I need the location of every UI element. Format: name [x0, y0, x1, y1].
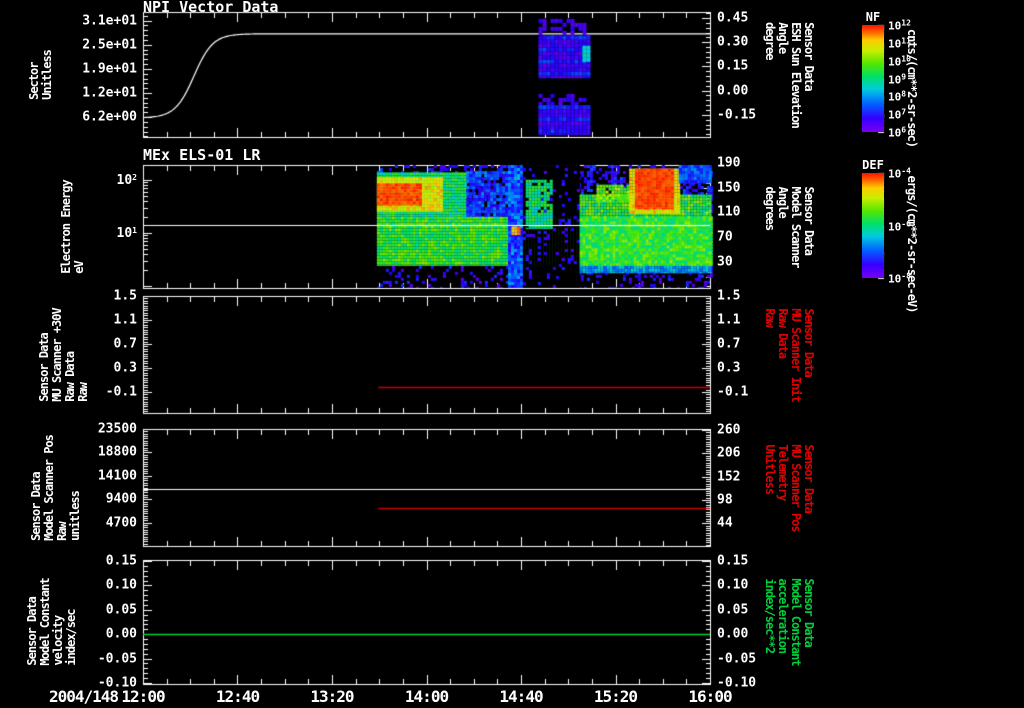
colorbar-tick-label: 109 [888, 72, 907, 86]
colorbar-units: ergs/(cm**2-sr-sec-eV) [905, 175, 919, 313]
y-tick-label: -0.05 [717, 651, 757, 667]
y-tick-label: 150 [717, 180, 741, 196]
y-tick-label: -0.1 [717, 384, 749, 400]
y-tick-label: 0.00 [717, 626, 749, 642]
y-tick-label: 0.15 [717, 553, 749, 569]
x-tick-label: 13:20 [310, 687, 354, 706]
y-tick-label: 0.10 [717, 577, 749, 593]
y-tick-label: 0.05 [717, 602, 749, 618]
y-tick-label: 0.00 [717, 83, 749, 99]
colorbar-tick-label: 10-6 [888, 219, 911, 233]
y-tick-label: 0.30 [717, 34, 749, 50]
y-axis-title-right: Sensor Data ESH Sun Elevation Angle degr… [763, 21, 816, 128]
y-tick-label: 206 [717, 445, 741, 461]
panel-els-title: MEx ELS-01 LR [143, 146, 261, 164]
y-tick-label: 1.1 [717, 312, 741, 328]
y-tick-label: 4700 [105, 515, 137, 531]
nf-colorbar-title: NF [865, 10, 881, 24]
colorbar-tick-label: 10-4 [888, 166, 911, 181]
y-tick-label: 23500 [97, 421, 137, 437]
panel-npi-title: NPI Vector Data [143, 0, 279, 16]
x-tick-label: 14:00 [404, 687, 449, 706]
y-tick-label: 44 [717, 515, 733, 531]
x-tick-label: 12:40 [215, 687, 260, 706]
y-tick-label: 6.2e+00 [82, 109, 137, 125]
colorbar-tick-label: 10-8 [888, 271, 911, 286]
y-tick-label: 98 [717, 492, 733, 508]
y-tick-label: 1.9e+01 [82, 61, 137, 77]
y-tick-label: 0.15 [105, 553, 137, 569]
y-tick-label: 190 [717, 155, 741, 171]
y-tick-label: 2.5e+01 [82, 37, 137, 53]
colorbar-tick-label: 1011 [888, 36, 911, 51]
x-tick-label: 2004/148 [48, 687, 119, 706]
y-tick-label: 260 [717, 422, 741, 438]
def-colorbar [862, 173, 884, 278]
y-tick-label: 110 [717, 204, 741, 220]
y-tick-label: 0.7 [717, 336, 741, 352]
y-tick-label: 18800 [97, 444, 137, 460]
y-tick-label: -0.10 [97, 675, 137, 691]
x-tick-label: 12:00 [121, 687, 165, 706]
x-tick-label: 14:40 [499, 687, 543, 706]
y-tick-label: 1.1 [113, 312, 137, 328]
y-axis-title-right: Sensor Data Model Constant acceleration … [763, 578, 816, 666]
colorbar-tick-label: 108 [888, 90, 907, 104]
colorbar-tick-label: 1012 [888, 18, 911, 33]
y-tick-label: 0.05 [105, 602, 137, 618]
y-tick-label: 0.3 [113, 360, 137, 376]
y-tick-label: 152 [717, 469, 741, 485]
y-tick-label: 101 [116, 225, 137, 242]
y-axis-title-right: Sensor Data MU Scanner Init Raw Data Raw [763, 307, 816, 402]
y-tick-label: 1.5 [717, 288, 741, 304]
y-axis-title-left: Sensor Data MU Scanner +30V Raw Data Raw [37, 307, 90, 402]
y-tick-label: 70 [717, 229, 733, 245]
y-axis-title-right: Sensor Data Model Scanner Angle degrees [763, 186, 816, 267]
nf-colorbar [862, 25, 884, 132]
colorbar-tick-label: 1010 [888, 54, 911, 68]
y-tick-label: 14100 [97, 468, 137, 484]
colorbar-tick-label: 107 [888, 107, 907, 122]
y-tick-label: 1.2e+01 [82, 85, 137, 101]
y-tick-label: 102 [116, 172, 137, 188]
y-tick-label: 0.3 [717, 360, 741, 376]
y-axis-title-right: Sensor Data MU Scanner Pos Telemetry Uni… [763, 443, 816, 532]
y-tick-label: 0.45 [717, 10, 749, 26]
colorbar-tick-label: 106 [888, 125, 907, 140]
y-tick-label: 0.15 [717, 58, 749, 74]
y-tick-label: -0.15 [717, 107, 757, 123]
y-tick-label: -0.05 [97, 651, 137, 667]
y-axis-title-left: Electron Energy eV [59, 179, 86, 274]
y-axis-title-left: Sensor Data Model Scanner Pos Raw unitle… [29, 434, 82, 541]
x-tick-label: 15:20 [593, 687, 638, 706]
x-tick-label: 16:00 [688, 687, 732, 706]
y-tick-label: -0.1 [105, 384, 137, 400]
y-tick-label: -0.10 [717, 675, 757, 691]
y-tick-label: 9400 [105, 491, 137, 507]
colorbar-units: cnts/(cm**2-sr-sec) [905, 28, 919, 148]
y-tick-label: 0.7 [113, 336, 137, 352]
y-tick-label: 1.5 [113, 288, 137, 304]
y-tick-label: 30 [717, 254, 733, 270]
y-axis-title-left: Sensor Data Model Constant velocity inde… [25, 578, 78, 666]
y-axis-title-left: Sector Unitless [27, 49, 54, 100]
y-tick-label: 0.00 [105, 626, 137, 642]
def-colorbar-title: DEF [862, 158, 884, 172]
y-tick-label: 0.10 [105, 577, 137, 593]
y-tick-label: 3.1e+01 [82, 13, 137, 29]
